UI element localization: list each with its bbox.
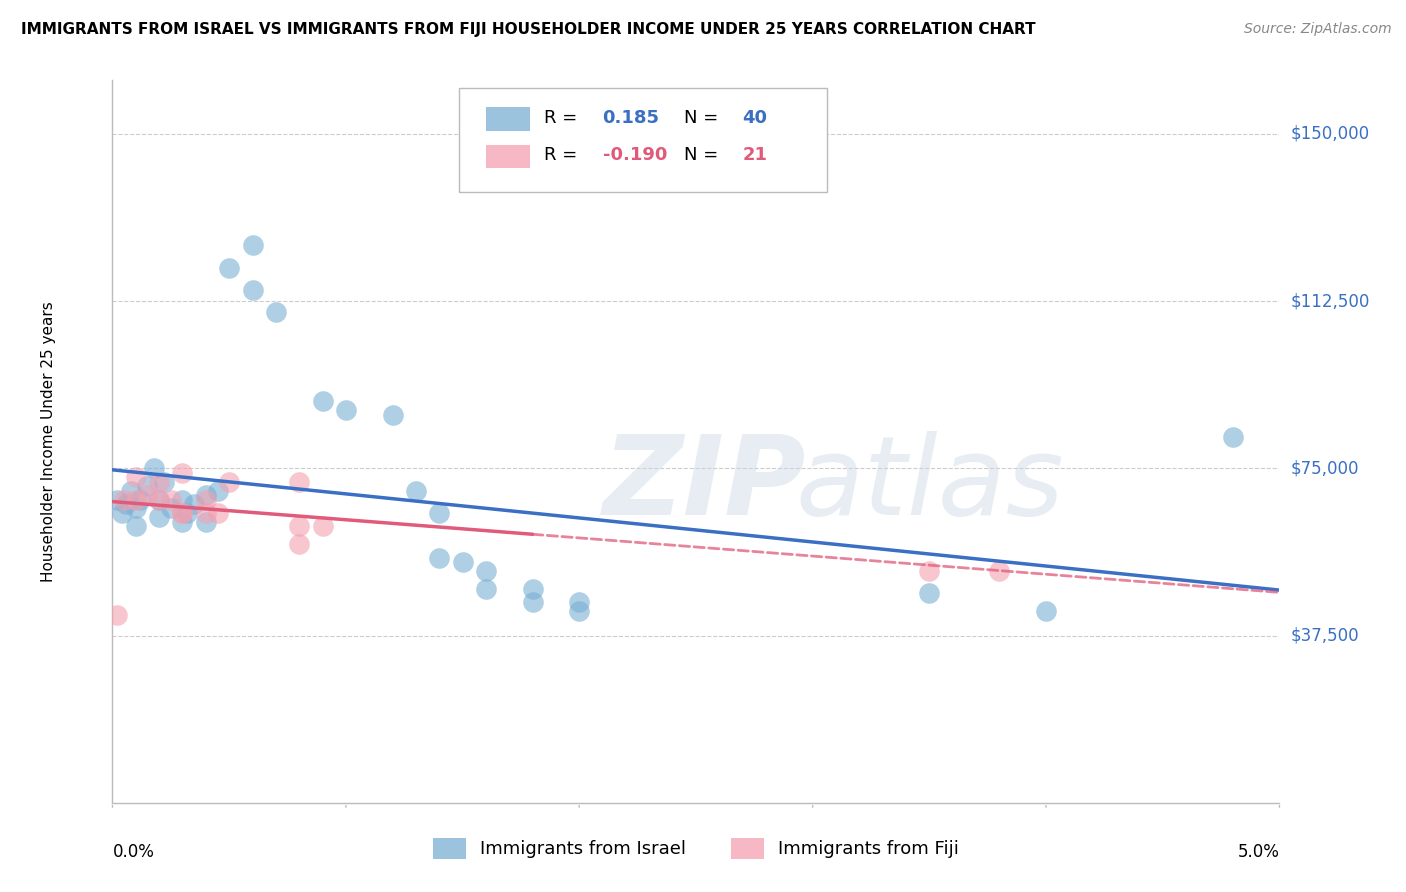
Text: $150,000: $150,000 [1291,125,1369,143]
Point [207,506,229,520]
Point [988,564,1011,578]
Point [311,519,333,533]
Text: 0.0%: 0.0% [112,843,155,861]
Text: $75,000: $75,000 [1291,459,1360,477]
Text: ZIP: ZIP [603,432,806,539]
Point [194,492,217,507]
Point [136,479,159,493]
Text: N =: N = [685,109,724,127]
Bar [486,145,530,169]
Point [475,582,498,596]
Point [568,604,591,618]
Point [136,488,159,502]
Point [125,501,148,516]
Text: 0.185: 0.185 [603,109,659,127]
Text: $112,500: $112,500 [1291,292,1369,310]
Point [427,550,450,565]
Point [143,461,166,475]
Point [160,492,183,507]
Point [148,475,170,489]
Point [183,497,205,511]
Point [172,466,194,480]
Text: Householder Income Under 25 years: Householder Income Under 25 years [41,301,56,582]
Point [125,470,148,484]
Point [194,506,217,520]
Point [172,492,194,507]
Text: $37,500: $37,500 [1291,626,1360,645]
Point [176,506,198,520]
Point [522,582,544,596]
Bar [486,107,530,131]
Point [148,492,170,507]
Point [115,497,138,511]
Point [112,492,135,507]
Text: R =: R = [544,146,583,164]
Point [125,492,148,507]
Point [1035,604,1057,618]
Point [288,475,311,489]
Point [568,595,591,609]
Point [288,519,311,533]
Point [1222,430,1244,444]
Point [218,260,240,275]
Legend: Immigrants from Israel, Immigrants from Fiji: Immigrants from Israel, Immigrants from … [426,830,966,866]
Point [522,595,544,609]
Point [242,238,264,252]
Text: 5.0%: 5.0% [1237,843,1279,861]
Point [242,283,264,297]
Text: Source: ZipAtlas.com: Source: ZipAtlas.com [1244,22,1392,37]
Point [153,475,176,489]
Point [918,586,941,600]
Point [427,506,450,520]
Point [148,510,170,524]
Point [264,305,287,319]
Point [194,515,217,529]
Text: atlas: atlas [796,432,1064,539]
Text: IMMIGRANTS FROM ISRAEL VS IMMIGRANTS FROM FIJI HOUSEHOLDER INCOME UNDER 25 YEARS: IMMIGRANTS FROM ISRAEL VS IMMIGRANTS FRO… [21,22,1036,37]
Text: -0.190: -0.190 [603,146,666,164]
Point [451,555,474,569]
Point [405,483,427,498]
Text: 21: 21 [742,146,768,164]
Point [288,537,311,551]
Point [311,394,333,409]
Point [120,483,142,498]
Point [381,408,404,422]
Point [335,403,357,417]
Point [172,506,194,520]
Point [148,492,170,507]
Point [160,501,183,516]
Point [194,488,217,502]
FancyBboxPatch shape [460,87,827,193]
Text: 40: 40 [742,109,768,127]
Point [172,506,194,520]
Text: N =: N = [685,146,724,164]
Point [105,608,128,623]
Text: R =: R = [544,109,583,127]
Point [125,519,148,533]
Point [111,506,134,520]
Point [218,475,240,489]
Point [918,564,941,578]
Point [475,564,498,578]
Point [207,483,229,498]
Point [105,492,128,507]
Point [129,492,152,507]
Point [172,515,194,529]
